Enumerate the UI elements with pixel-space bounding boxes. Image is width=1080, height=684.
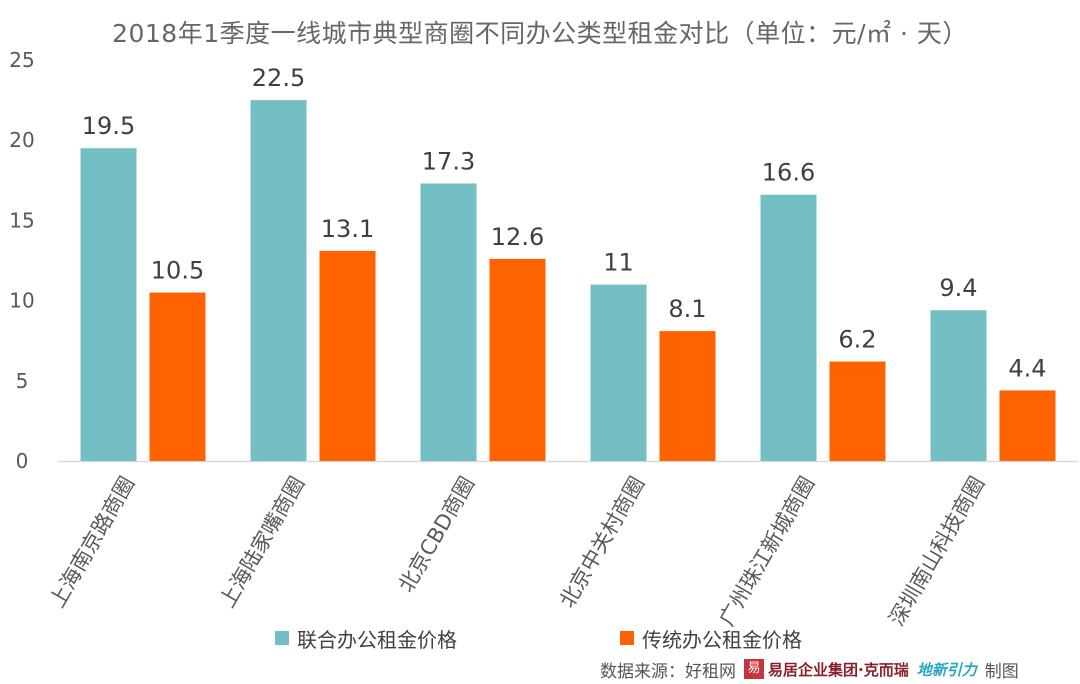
bar-coworking xyxy=(250,100,307,461)
data-label-traditional: 13.1 xyxy=(321,215,374,243)
x-category-label: 广州珠江新城商圈 xyxy=(715,473,820,630)
legend-item-traditional: 传统办公租金价格 xyxy=(620,624,802,652)
brand-name: 易居企业集团·克而瑞 xyxy=(768,660,909,679)
bar-coworking xyxy=(760,194,817,461)
data-label-traditional: 6.2 xyxy=(838,326,876,354)
data-label-coworking: 9.4 xyxy=(939,274,977,302)
data-label-coworking: 11 xyxy=(603,249,634,277)
bar-traditional xyxy=(319,250,376,461)
legend-swatch-coworking xyxy=(275,631,289,645)
bar-traditional xyxy=(999,390,1056,461)
y-tick-label: 0 xyxy=(16,449,29,473)
bar-traditional xyxy=(489,258,546,461)
x-category-label: 上海陆家嘴商圈 xyxy=(215,473,309,612)
data-label-traditional: 10.5 xyxy=(151,257,204,285)
data-label-traditional: 12.6 xyxy=(491,223,544,251)
bar-traditional xyxy=(659,331,716,461)
brand-seal-icon: 易 xyxy=(744,659,764,679)
data-label-coworking: 22.5 xyxy=(252,64,305,92)
legend-swatch-traditional xyxy=(620,631,634,645)
source-suffix: 制图 xyxy=(984,661,1019,682)
y-tick-label: 10 xyxy=(9,289,34,313)
bar-coworking xyxy=(930,310,987,461)
source-prefix: 数据来源：好租网 xyxy=(600,661,736,682)
data-label-traditional: 4.4 xyxy=(1008,354,1046,382)
data-label-coworking: 16.6 xyxy=(762,159,815,187)
legend-item-coworking: 联合办公租金价格 xyxy=(275,624,457,652)
data-label-traditional: 8.1 xyxy=(668,295,706,323)
bar-traditional xyxy=(149,292,206,461)
bar-coworking xyxy=(590,284,647,461)
bar-coworking xyxy=(420,183,477,461)
y-tick-label: 25 xyxy=(9,48,34,72)
chart-title: 2018年1季度一线城市典型商圈不同办公类型租金对比（单位：元/㎡ · 天） xyxy=(112,19,968,48)
data-label-coworking: 19.5 xyxy=(82,112,135,140)
y-tick-label: 15 xyxy=(9,208,34,232)
bar-coworking xyxy=(80,148,137,461)
x-category-label: 北京CBD商圈 xyxy=(394,473,479,597)
brand-logo: 地新引力 xyxy=(916,660,977,679)
x-category-label: 北京中关村商圈 xyxy=(555,473,649,612)
bar-traditional xyxy=(829,361,886,461)
x-category-label: 深圳南山科技商圈 xyxy=(885,473,990,630)
data-label-coworking: 17.3 xyxy=(422,148,475,176)
y-tick-label: 20 xyxy=(9,128,34,152)
x-category-label: 上海南京路商圈 xyxy=(45,473,139,612)
legend-label-coworking: 联合办公租金价格 xyxy=(297,627,457,652)
source-note: 数据来源：好租网 易 易居企业集团·克而瑞 地新引力 制图 xyxy=(600,656,1019,682)
y-tick-label: 5 xyxy=(16,369,29,393)
legend-label-traditional: 传统办公租金价格 xyxy=(642,627,802,652)
